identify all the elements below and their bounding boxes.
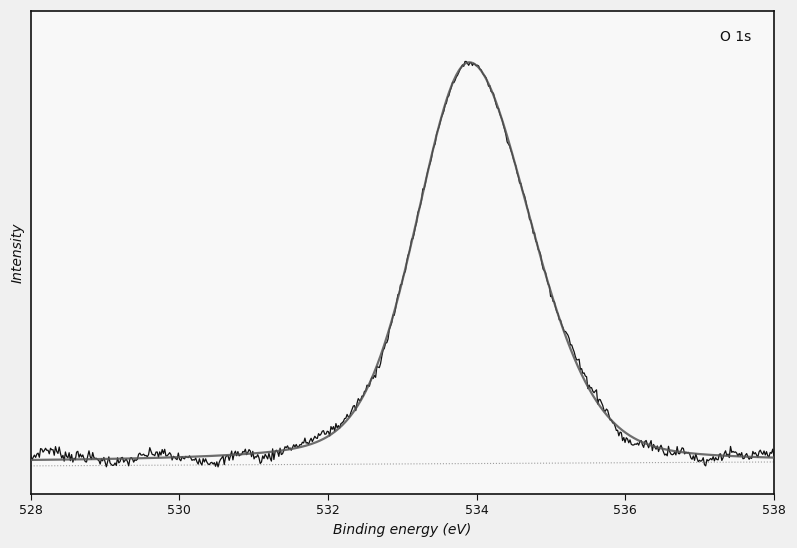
Y-axis label: Intensity: Intensity: [11, 222, 26, 283]
X-axis label: Binding energy (eV): Binding energy (eV): [333, 523, 472, 537]
Text: O 1s: O 1s: [720, 31, 752, 44]
